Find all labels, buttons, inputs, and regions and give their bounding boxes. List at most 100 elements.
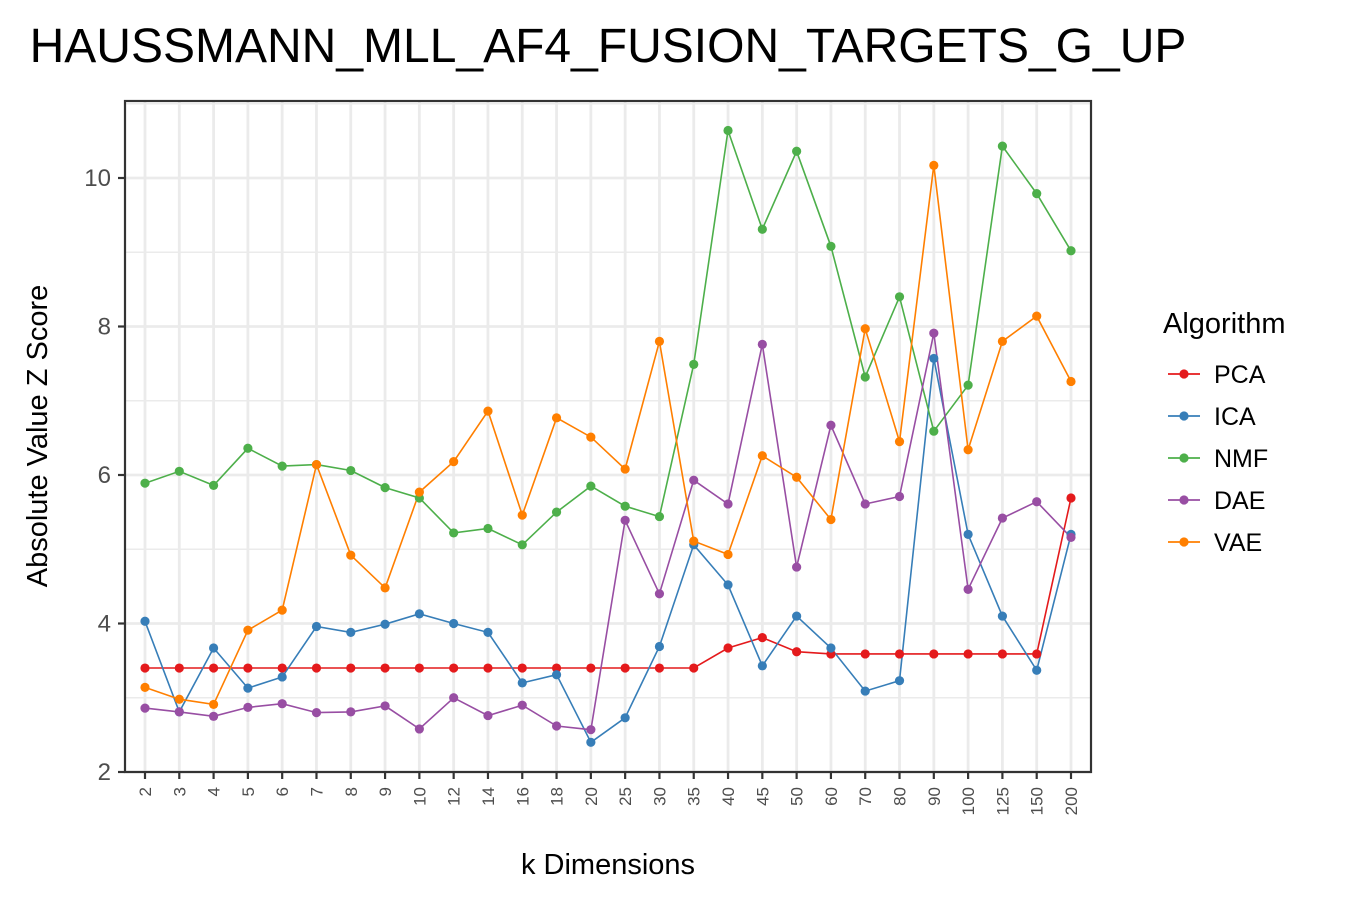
data-point-dae: [792, 562, 802, 572]
data-point-vae: [551, 413, 562, 423]
legend-key-point: [1179, 453, 1189, 463]
data-point-dae: [689, 475, 699, 485]
data-point-pca: [346, 663, 356, 673]
data-point-dae: [277, 699, 287, 709]
y-tick-label: 10: [84, 165, 111, 192]
legend: Algorithm PCA ICA NMF DAE VAE: [1163, 308, 1286, 557]
data-point-vae: [311, 460, 322, 470]
data-point-vae: [414, 487, 424, 497]
data-point-vae: [243, 625, 253, 635]
data-point-vae: [963, 445, 973, 455]
data-point-vae: [1066, 376, 1076, 387]
legend-label: PCA: [1214, 361, 1266, 389]
data-point-ica: [894, 676, 905, 686]
data-point-dae: [929, 328, 939, 338]
legend-title: Algorithm: [1163, 308, 1286, 340]
data-point-dae: [654, 589, 665, 599]
data-point-nmf: [243, 443, 253, 453]
legend-label: VAE: [1214, 529, 1262, 557]
data-point-pca: [483, 663, 493, 673]
data-point-ica: [826, 643, 836, 653]
legend-item-nmf: NMF: [1168, 445, 1268, 473]
legend-label: DAE: [1214, 487, 1265, 515]
data-point-pca: [894, 649, 905, 659]
data-point-pca: [860, 649, 870, 659]
data-point-ica: [414, 609, 424, 619]
data-point-ica: [449, 618, 459, 629]
x-tick-label: 60: [822, 787, 841, 806]
data-point-vae: [380, 583, 390, 593]
data-point-dae: [517, 700, 527, 710]
legend-key-point: [1179, 411, 1189, 421]
data-point-nmf: [654, 511, 665, 522]
data-point-vae: [757, 451, 767, 461]
x-tick-label: 9: [376, 787, 395, 796]
series-line-nmf: [144, 130, 1072, 546]
data-point-nmf: [1066, 246, 1076, 256]
data-point-dae: [140, 703, 150, 713]
data-point-vae: [517, 510, 527, 520]
data-point-pca: [1066, 493, 1076, 503]
y-axis: 2 4 6 8 10: [84, 165, 125, 786]
data-point-pca: [757, 633, 767, 643]
data-point-dae: [826, 420, 836, 430]
legend-item-vae: VAE: [1168, 529, 1262, 557]
data-point-nmf: [963, 380, 973, 390]
x-tick-label: 2: [136, 787, 155, 796]
legend-item-pca: PCA: [1168, 361, 1266, 389]
data-point-ica: [346, 627, 356, 638]
data-point-ica: [483, 627, 493, 638]
x-tick-label: 6: [273, 787, 292, 796]
y-tick-label: 4: [98, 611, 111, 638]
data-point-pca: [689, 663, 699, 673]
series-points: [140, 125, 1076, 747]
data-point-vae: [929, 160, 939, 170]
x-tick-label: 4: [205, 787, 224, 796]
series-line-ica: [144, 358, 1072, 744]
data-point-nmf: [620, 501, 630, 511]
data-point-nmf: [449, 528, 459, 538]
data-point-pca: [277, 663, 287, 673]
legend-label: ICA: [1214, 403, 1256, 431]
data-point-dae: [1066, 532, 1076, 542]
data-point-nmf: [997, 141, 1008, 151]
x-tick-label: 45: [753, 787, 772, 806]
data-point-nmf: [689, 359, 699, 369]
x-tick-label: 100: [959, 787, 978, 815]
data-point-ica: [208, 643, 219, 653]
data-point-vae: [792, 472, 802, 482]
data-point-ica: [140, 616, 150, 626]
chart-title: HAUSSMANN_MLL_AF4_FUSION_TARGETS_G_UP: [30, 20, 1187, 73]
data-point-ica: [620, 713, 630, 723]
data-point-vae: [894, 436, 905, 447]
x-axis: 2 3 4 5 6 7 8 9 10 12 14 16 18 20 25 30 35 40 45 50 60 70 80 90…: [136, 772, 1081, 815]
data-point-nmf: [860, 372, 870, 382]
data-point-dae: [311, 708, 322, 718]
x-tick-label: 25: [616, 787, 635, 806]
data-point-vae: [277, 605, 287, 615]
x-tick-label: 80: [891, 787, 910, 806]
data-point-pca: [792, 647, 802, 657]
data-point-dae: [963, 584, 973, 594]
y-tick-label: 2: [98, 759, 111, 786]
data-point-nmf: [929, 426, 939, 436]
data-point-nmf: [792, 146, 802, 156]
data-point-nmf: [757, 224, 767, 234]
data-point-dae: [346, 707, 356, 717]
data-point-pca: [654, 663, 665, 673]
data-point-pca: [929, 649, 939, 659]
data-point-vae: [346, 550, 356, 560]
data-point-dae: [208, 711, 219, 721]
data-point-ica: [277, 672, 287, 682]
y-tick-label: 6: [98, 462, 111, 489]
data-point-dae: [894, 491, 905, 502]
data-point-vae: [174, 694, 184, 704]
data-point-dae: [414, 724, 424, 734]
data-point-pca: [311, 663, 322, 673]
data-point-pca: [586, 663, 596, 673]
data-point-nmf: [894, 292, 905, 302]
data-point-vae: [723, 549, 733, 560]
x-tick-label: 30: [650, 787, 669, 806]
x-tick-label: 70: [856, 787, 875, 806]
